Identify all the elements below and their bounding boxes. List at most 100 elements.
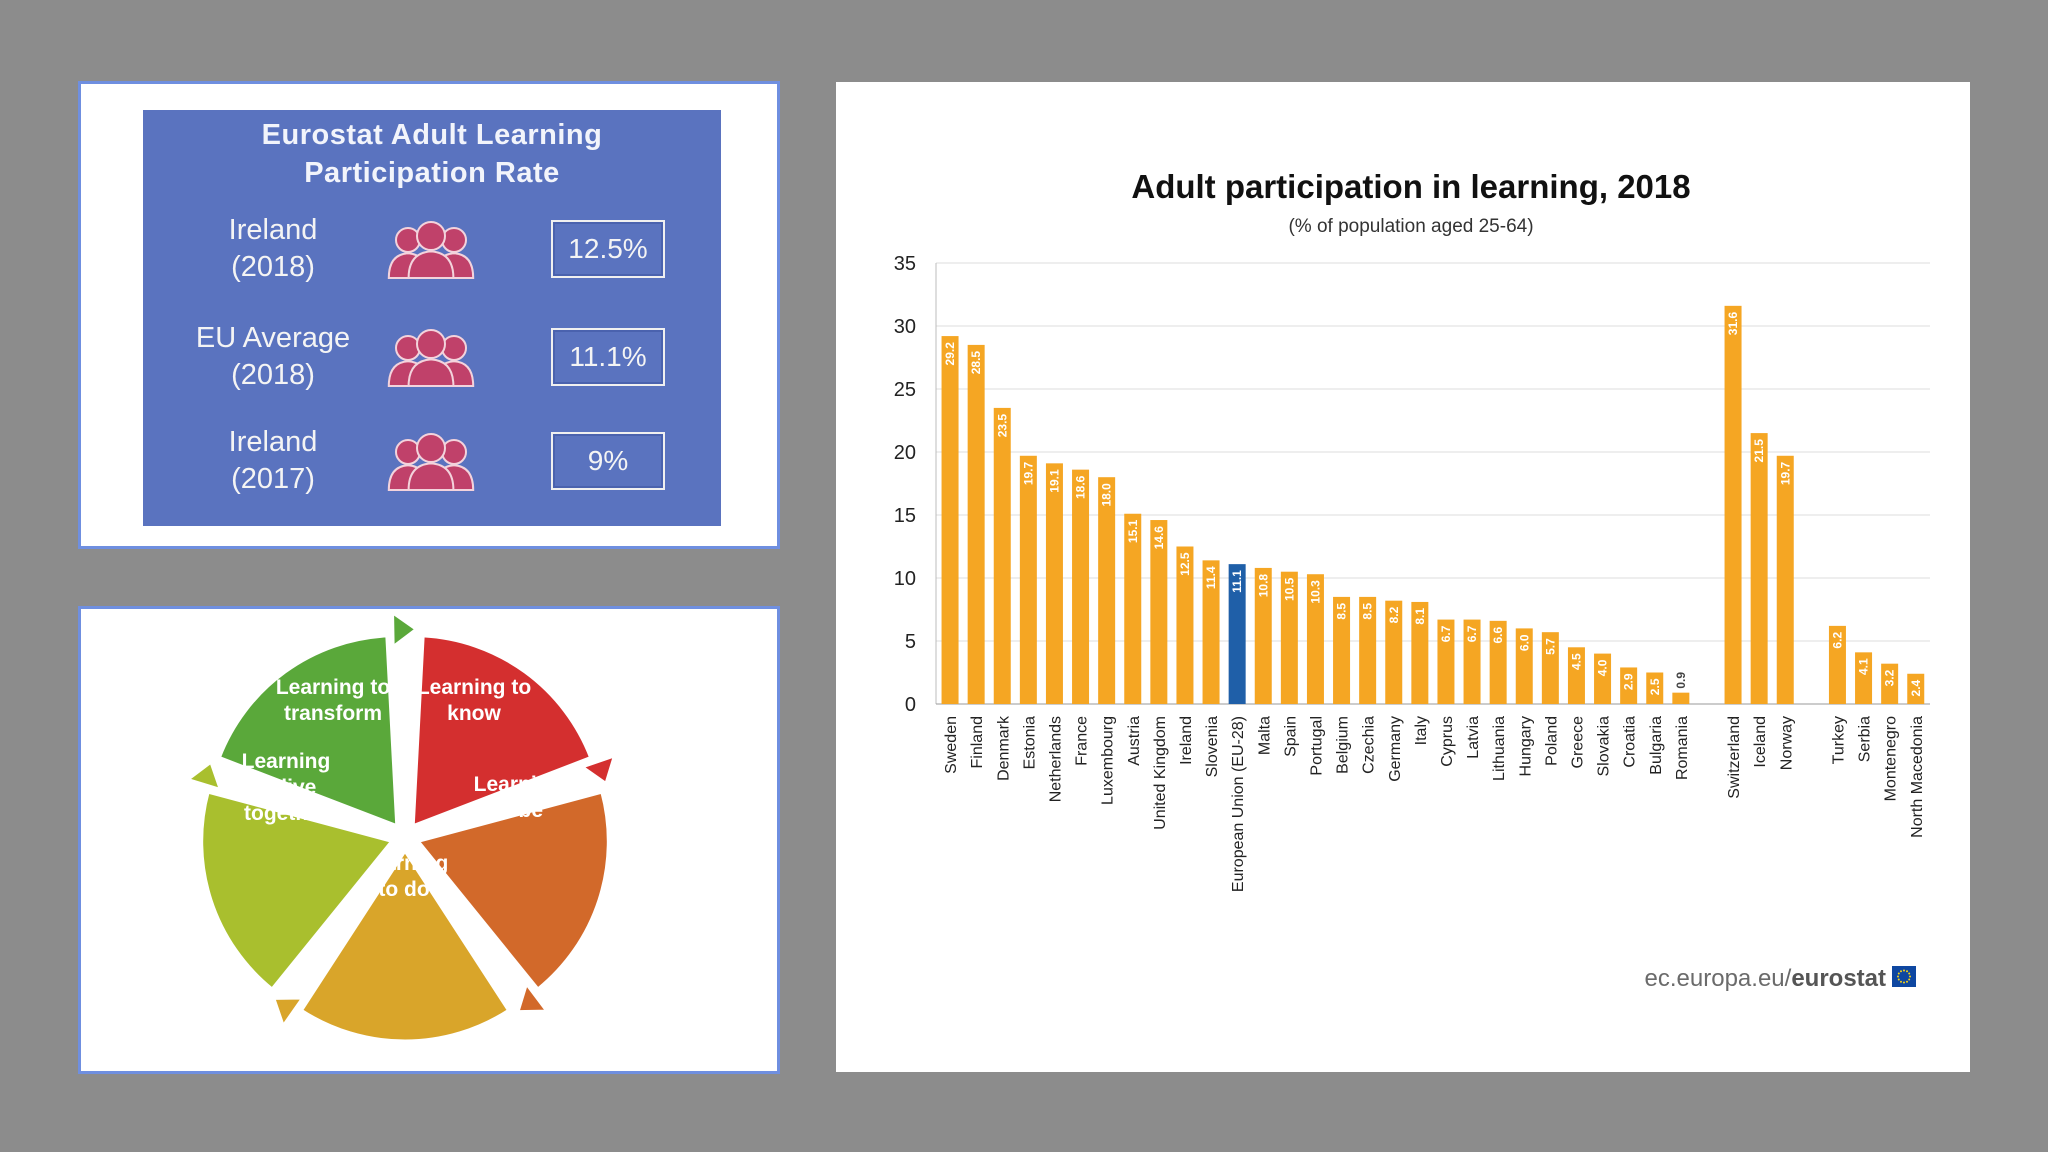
x-tick-label: Cyprus (1439, 716, 1456, 767)
x-tick-label: Netherlands (1047, 716, 1064, 802)
stats-panel-title: Eurostat Adult Learning Participation Ra… (143, 116, 721, 192)
bar (1098, 477, 1116, 704)
source-text: ec.europa.eu/eurostat (1645, 965, 1886, 992)
stat-label-line1: Ireland (228, 426, 318, 458)
wheel-segment-2: Learning to know (411, 634, 616, 828)
x-tick-label: North Macedonia (1909, 716, 1926, 838)
wheel-segment-label: transform (284, 702, 382, 725)
bar (1124, 513, 1142, 704)
chart-card: Adult participation in learning, 2018 (%… (836, 82, 1970, 1072)
source-brand: eurostat (1791, 965, 1886, 992)
stat-row-ireland-2017: Ireland (2017) 9% (143, 424, 721, 514)
eu-flag-star (1908, 978, 1911, 981)
x-tick-label: Belgium (1335, 716, 1352, 774)
stat-row-ireland-2018: Ireland (2018) 12.5% (143, 212, 721, 302)
bar (1437, 619, 1455, 704)
bar (1411, 601, 1429, 704)
bar-value-label: 19.7 (1778, 461, 1792, 485)
x-tick-label: France (1074, 716, 1091, 766)
x-tick-label: Finland (969, 716, 986, 768)
x-tick-label: Slovenia (1204, 716, 1221, 777)
bar (1828, 625, 1846, 704)
stats-card: Eurostat Adult Learning Participation Ra… (78, 81, 780, 549)
bar (1567, 647, 1585, 704)
bar-value-label: 4.0 (1596, 659, 1610, 676)
bar-value-label: 2.5 (1648, 678, 1662, 695)
x-tick-label: Estonia (1021, 716, 1038, 769)
eu-flag-icon (1892, 966, 1916, 987)
x-tick-label: Switzerland (1726, 716, 1743, 799)
bar-value-label: 19.7 (1021, 461, 1035, 485)
eu-flag-star (1897, 972, 1900, 975)
bar (1280, 571, 1298, 704)
wheel-segment-label: together (244, 802, 328, 825)
y-tick-label: 35 (894, 253, 916, 275)
stat-row-eu-average-2018: EU Average (2018) 11.1% (143, 320, 721, 410)
bar-value-label: 10.5 (1282, 577, 1296, 601)
bar-value-label: 2.9 (1622, 673, 1636, 690)
x-tick-label: Serbia (1857, 716, 1874, 762)
x-tick-label: Turkey (1830, 716, 1847, 764)
x-tick-label: United Kingdom (1152, 716, 1169, 830)
bar (1045, 463, 1063, 704)
bar (1750, 433, 1768, 704)
stat-value-box: 12.5% (551, 220, 665, 278)
x-tick-label: Poland (1543, 716, 1560, 766)
wheel-segment-label: know (447, 702, 501, 725)
bar-value-label: 6.0 (1517, 634, 1531, 651)
learning-wheel-card: Learning to transform Learning to know Learn… (78, 606, 780, 1074)
bar (1620, 667, 1638, 704)
bar-value-label: 2.4 (1909, 679, 1923, 696)
wheel-segment-label: Learning to (276, 676, 390, 699)
x-tick-label: Slovakia (1596, 716, 1613, 777)
bar (1646, 672, 1664, 704)
bar (1541, 632, 1559, 704)
stat-value-box: 11.1% (551, 328, 665, 386)
x-tick-label: Latvia (1465, 716, 1482, 759)
source-prefix: ec.europa.eu/ (1645, 965, 1792, 992)
x-tick-label: Romania (1674, 716, 1691, 780)
stat-label-line2: (2018) (231, 251, 315, 283)
y-tick-label: 30 (894, 316, 916, 338)
wheel-segment-1: Learning to transform (217, 611, 418, 828)
bar (1672, 692, 1690, 704)
stat-label-line1: EU Average (195, 322, 351, 354)
bar-value-label: 21.5 (1752, 439, 1766, 463)
bar (993, 407, 1011, 704)
eu-flag-star (1897, 978, 1900, 981)
x-tick-label: Luxembourg (1100, 716, 1117, 805)
bar-value-label: 5.7 (1543, 638, 1557, 655)
eu-flag-rect (1892, 966, 1916, 987)
wheel-segment-5: Learning to live together (186, 750, 395, 992)
bar (1594, 653, 1612, 704)
bar (1306, 574, 1324, 704)
y-tick-label: 25 (894, 379, 916, 401)
stats-title-line2: Participation Rate (304, 157, 560, 189)
eu-flag-star (1906, 980, 1908, 983)
bar (1515, 628, 1533, 704)
y-tick-label: 20 (894, 442, 916, 464)
y-tick-label: 15 (894, 505, 916, 527)
bar-value-label: 23.5 (995, 414, 1009, 438)
x-tick-label: Croatia (1622, 716, 1639, 768)
stat-label: Ireland (2018) (163, 212, 383, 286)
stats-panel: Eurostat Adult Learning Participation Ra… (143, 110, 721, 526)
eu-flag-star (1909, 975, 1911, 978)
x-tick-label: Lithuania (1491, 716, 1508, 781)
bar (1254, 567, 1272, 704)
bar (941, 336, 959, 704)
bar-value-label: 6.6 (1491, 627, 1505, 644)
bar (1385, 600, 1403, 704)
bar-value-label: 10.8 (1256, 574, 1270, 598)
x-tick-label: Czechia (1361, 716, 1378, 774)
x-tick-label: Iceland (1752, 716, 1769, 768)
wheel-segment-label: Learning (242, 750, 331, 773)
bar (1881, 663, 1899, 704)
x-tick-label: Greece (1569, 716, 1586, 769)
bar (1907, 673, 1925, 704)
bar-value-label: 6.2 (1830, 632, 1844, 649)
bar-value-label: 15.1 (1126, 519, 1140, 543)
bar-value-label: 18.0 (1100, 483, 1114, 507)
wheel-segment-label: to be (493, 799, 543, 822)
